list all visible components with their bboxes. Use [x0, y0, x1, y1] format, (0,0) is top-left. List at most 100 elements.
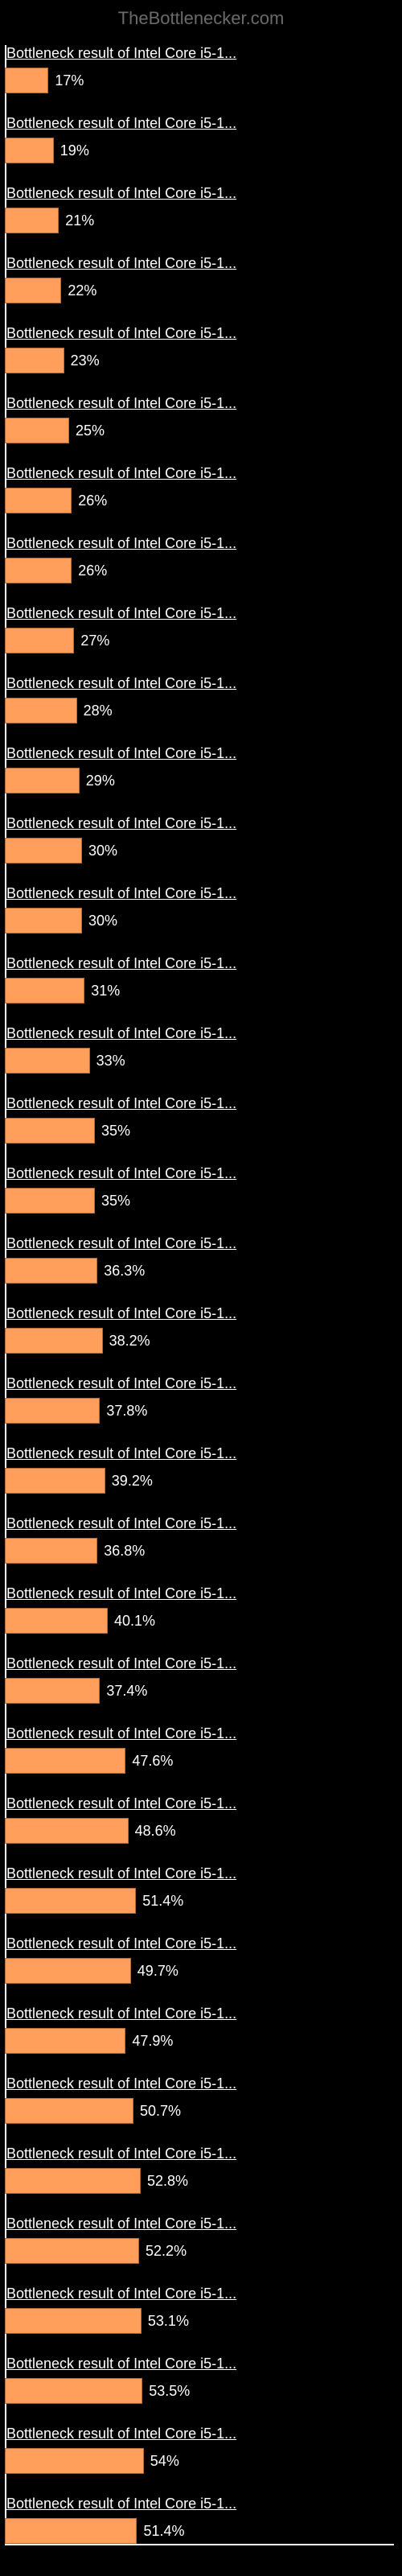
bar — [5, 2168, 141, 2194]
result-link[interactable]: Bottleneck result of Intel Core i5-1... — [5, 1585, 394, 1603]
bar-value-label: 30% — [82, 908, 117, 934]
chart-row: Bottleneck result of Intel Core i5-1... 3… — [5, 1655, 394, 1704]
result-link[interactable]: Bottleneck result of Intel Core i5-1... — [5, 2145, 394, 2163]
result-link[interactable]: Bottleneck result of Intel Core i5-1... — [5, 1935, 394, 1953]
bar-track: 21% — [5, 208, 394, 233]
bar-value-label: 21% — [59, 208, 94, 233]
result-link[interactable]: Bottleneck result of Intel Core i5-1... — [5, 1795, 394, 1813]
result-link[interactable]: Bottleneck result of Intel Core i5-1... — [5, 2496, 394, 2513]
result-link[interactable]: Bottleneck result of Intel Core i5-1... — [5, 1025, 394, 1043]
bar-track: 36.8% — [5, 1538, 394, 1564]
result-link[interactable]: Bottleneck result of Intel Core i5-1... — [5, 675, 394, 693]
result-link[interactable]: Bottleneck result of Intel Core i5-1... — [5, 1445, 394, 1463]
bar — [5, 2098, 133, 2124]
result-link[interactable]: Bottleneck result of Intel Core i5-1... — [5, 395, 394, 413]
bar — [5, 348, 64, 373]
result-link[interactable]: Bottleneck result of Intel Core i5-1... — [5, 1725, 394, 1743]
chart-row: Bottleneck result of Intel Core i5-1... 5… — [5, 2075, 394, 2124]
result-link[interactable]: Bottleneck result of Intel Core i5-1... — [5, 745, 394, 763]
result-link[interactable]: Bottleneck result of Intel Core i5-1... — [5, 2075, 394, 2093]
result-link[interactable]: Bottleneck result of Intel Core i5-1... — [5, 1655, 394, 1673]
bar — [5, 1468, 105, 1494]
bar-value-label: 39.2% — [105, 1468, 153, 1494]
bar-value-label: 30% — [82, 838, 117, 863]
result-link[interactable]: Bottleneck result of Intel Core i5-1... — [5, 605, 394, 623]
chart-row: Bottleneck result of Intel Core i5-1... 3… — [5, 1515, 394, 1564]
bar-value-label: 31% — [84, 978, 120, 1004]
result-link[interactable]: Bottleneck result of Intel Core i5-1... — [5, 325, 394, 343]
chart-row: Bottleneck result of Intel Core i5-1... 2… — [5, 675, 394, 723]
bar-value-label: 27% — [74, 628, 109, 653]
bar-track: 51.4% — [5, 2518, 394, 2544]
bar — [5, 1398, 100, 1424]
result-link[interactable]: Bottleneck result of Intel Core i5-1... — [5, 815, 394, 833]
bar — [5, 698, 77, 723]
result-link[interactable]: Bottleneck result of Intel Core i5-1... — [5, 885, 394, 903]
bar-track: 26% — [5, 488, 394, 513]
chart-row: Bottleneck result of Intel Core i5-1...5… — [5, 2285, 394, 2334]
result-link[interactable]: Bottleneck result of Intel Core i5-1... — [5, 185, 394, 203]
result-link[interactable]: Bottleneck result of Intel Core i5-1... — [5, 2285, 394, 2303]
site-title: TheBottlenecker.com — [118, 8, 285, 28]
result-link[interactable]: Bottleneck result of Intel Core i5-1... — [5, 1865, 394, 1883]
result-link[interactable]: Bottleneck result of Intel Core i5-1... — [5, 1515, 394, 1533]
result-link[interactable]: Bottleneck result of Intel Core i5-1... — [5, 1095, 394, 1113]
bar-value-label: 50.7% — [133, 2098, 181, 2124]
bar — [5, 1818, 129, 1844]
result-link[interactable]: Bottleneck result of Intel Core i5-1... — [5, 2355, 394, 2373]
chart-row: Bottleneck result of Intel Core i5-1...1… — [5, 115, 394, 163]
result-link[interactable]: Bottleneck result of Intel Core i5-1... — [5, 535, 394, 553]
chart-row: Bottleneck result of Intel Core i5-1... 2… — [5, 185, 394, 233]
chart-row: Bottleneck result of Intel Core i5-1...2… — [5, 745, 394, 793]
bar-track: 37.4% — [5, 1678, 394, 1704]
bar-track: 54% — [5, 2448, 394, 2474]
bar-track: 30% — [5, 908, 394, 934]
bar-value-label: 52.8% — [141, 2168, 188, 2194]
result-link[interactable]: Bottleneck result of Intel Core i5-1... — [5, 1165, 394, 1183]
chart-row: Bottleneck result of Intel Core i5-1... 2… — [5, 465, 394, 513]
result-link[interactable]: Bottleneck result of Intel Core i5-1... — [5, 1305, 394, 1323]
bar-value-label: 47.6% — [125, 1748, 173, 1774]
bar-value-label: 37.4% — [100, 1678, 147, 1704]
chart-row: Bottleneck result of Intel Core i5-1...3… — [5, 1305, 394, 1354]
result-link[interactable]: Bottleneck result of Intel Core i5-1... — [5, 1375, 394, 1393]
bar-track: 47.6% — [5, 1748, 394, 1774]
chart-row: Bottleneck result of Intel Core i5-1...3… — [5, 1025, 394, 1074]
result-link[interactable]: Bottleneck result of Intel Core i5-1... — [5, 2426, 394, 2443]
result-link[interactable]: Bottleneck result of Intel Core i5-1... — [5, 955, 394, 973]
chart-row: Bottleneck result of Intel Core i5-1... 2… — [5, 605, 394, 653]
result-link[interactable]: Bottleneck result of Intel Core i5-1... — [5, 45, 394, 63]
bar — [5, 838, 82, 863]
result-link[interactable]: Bottleneck result of Intel Core i5-1... — [5, 2005, 394, 2023]
chart-row: Bottleneck result of Intel Core i5-1... 5… — [5, 2426, 394, 2474]
bar — [5, 2028, 125, 2054]
result-link[interactable]: Bottleneck result of Intel Core i5-1... — [5, 2215, 394, 2233]
bar-track: 28% — [5, 698, 394, 723]
chart-row: Bottleneck result of Intel Core i5-1... 3… — [5, 955, 394, 1004]
bar — [5, 418, 69, 443]
bar — [5, 1748, 125, 1774]
bar-value-label: 52.2% — [139, 2238, 187, 2264]
page-header: TheBottlenecker.com — [0, 0, 402, 45]
result-link[interactable]: Bottleneck result of Intel Core i5-1... — [5, 465, 394, 483]
chart-row: Bottleneck result of Intel Core i5-1...4… — [5, 1585, 394, 1634]
chart-row: Bottleneck result of Intel Core i5-1... 5… — [5, 2355, 394, 2404]
bar-track: 36.3% — [5, 1258, 394, 1284]
chart-row: Bottleneck result of Intel Core i5-1...3… — [5, 1095, 394, 1144]
bar — [5, 1888, 136, 1914]
bar-track: 48.6% — [5, 1818, 394, 1844]
bar-value-label: 25% — [69, 418, 105, 443]
bar-value-label: 28% — [77, 698, 113, 723]
bar — [5, 908, 82, 934]
chart-area: Bottleneck result of Intel Core i5-1...1… — [0, 45, 402, 2544]
result-link[interactable]: Bottleneck result of Intel Core i5-1... — [5, 1235, 394, 1253]
bar-value-label: 53.5% — [142, 2378, 190, 2404]
bar-value-label: 23% — [64, 348, 100, 373]
result-link[interactable]: Bottleneck result of Intel Core i5-1... — [5, 115, 394, 133]
bar — [5, 138, 54, 163]
bar — [5, 1258, 97, 1284]
bar-value-label: 26% — [72, 558, 107, 583]
bar — [5, 1538, 97, 1564]
chart-row: Bottleneck result of Intel Core i5-1... 4… — [5, 1725, 394, 1774]
result-link[interactable]: Bottleneck result of Intel Core i5-1... — [5, 255, 394, 273]
